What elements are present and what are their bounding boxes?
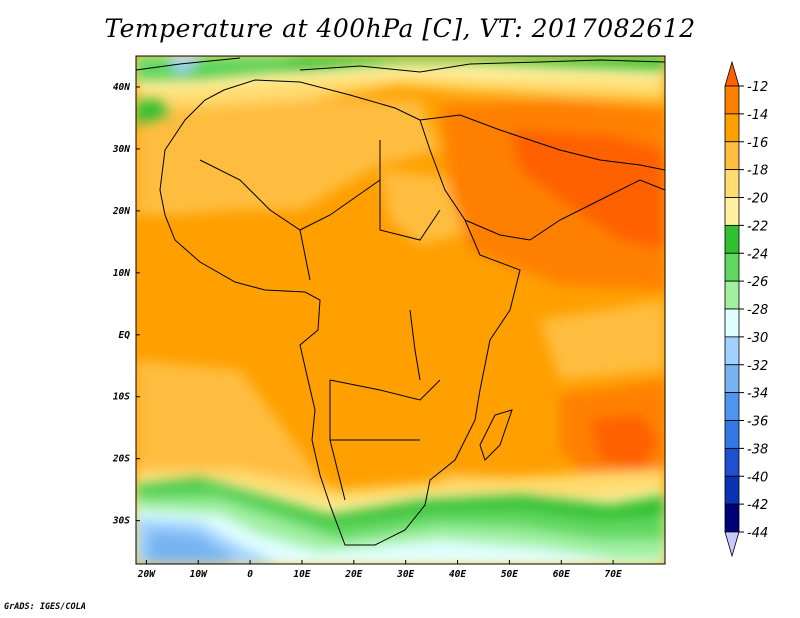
lon-tick-label: 0	[247, 569, 253, 580]
lat-tick-label: 20S	[112, 454, 130, 465]
lat-tick-label: 20N	[112, 206, 130, 217]
lon-tick-label: 20W	[137, 569, 156, 580]
colorbar-swatch	[724, 336, 740, 366]
lon-tick-label: 70E	[605, 569, 622, 580]
colorbar-label: -36	[747, 415, 768, 430]
colorbar-swatch	[724, 503, 740, 533]
colorbar-label: -38	[747, 442, 768, 457]
lat-tick-label: 10S	[113, 392, 130, 403]
lat-tick-label: EQ	[119, 330, 131, 341]
colorbar-label: -44	[747, 526, 768, 541]
colorbar-swatch	[724, 392, 740, 421]
colorbar-label: -12	[747, 80, 768, 95]
lon-tick-label: 30E	[396, 569, 414, 580]
colorbar-label: -20	[747, 192, 768, 207]
colorbar-label: -30	[747, 331, 768, 346]
colorbar-label: -24	[747, 247, 768, 262]
colorbar-swatch	[724, 252, 740, 282]
lat-tick-label: 30N	[112, 144, 130, 155]
colorbar-label: -28	[747, 303, 768, 318]
lon-tick-label: 60E	[553, 569, 570, 580]
temperature-field	[136, 56, 665, 564]
colorbar-swatch	[724, 308, 740, 338]
lon-tick-label: 40E	[449, 569, 466, 580]
colorbar-swatch	[724, 447, 740, 477]
colorbar-label: -18	[747, 164, 768, 179]
colorbar-swatch	[724, 197, 740, 226]
coastlines	[136, 57, 665, 546]
plot-frame	[135, 55, 666, 565]
colorbar-label: -40	[747, 470, 768, 485]
lon-tick-label: 10E	[293, 569, 310, 580]
credit-label: GrADS: IGES/COLA	[4, 602, 86, 612]
colorbar-label: -14	[747, 108, 768, 123]
colorbar-swatch	[724, 420, 740, 449]
colorbar-label: -16	[747, 136, 768, 151]
longitude-axis: 20W 10W 0 10E 20E 30E 40E 50E 60E 70E	[137, 560, 622, 580]
chart-title: Temperature at 400hPa [C], VT: 201708261…	[104, 14, 696, 43]
colorbar-label: -26	[747, 275, 768, 290]
colorbar-label: -42	[747, 498, 768, 513]
colorbar-swatch	[724, 141, 740, 171]
colorbar-label: -32	[747, 359, 768, 374]
colorbar: -12 -14 -16 -18 -20 -22 -24 -26 -28 -30 -32 -34 -36 -…	[724, 60, 768, 558]
lat-tick-label: 40N	[113, 82, 130, 93]
colorbar-swatch	[724, 113, 740, 143]
colorbar-swatch	[724, 169, 740, 198]
colorbar-swatch	[724, 280, 740, 310]
colorbar-label: -22	[747, 219, 768, 234]
colorbar-swatch	[724, 60, 740, 87]
lon-tick-label: 50E	[501, 569, 518, 580]
lon-tick-label: 20E	[344, 569, 362, 580]
lat-tick-label: 10N	[113, 268, 130, 279]
colorbar-label: -34	[747, 387, 768, 402]
colorbar-swatch	[724, 364, 740, 394]
colorbar-swatch	[724, 531, 740, 558]
lon-tick-label: 10W	[190, 569, 208, 580]
lat-tick-label: 30S	[112, 516, 130, 527]
latitude-axis: 40N 30N 20N 10N EQ 10S 20S 30S	[112, 82, 140, 527]
colorbar-swatch	[724, 85, 740, 115]
colorbar-swatch	[724, 224, 740, 254]
colorbar-swatch	[724, 475, 740, 505]
